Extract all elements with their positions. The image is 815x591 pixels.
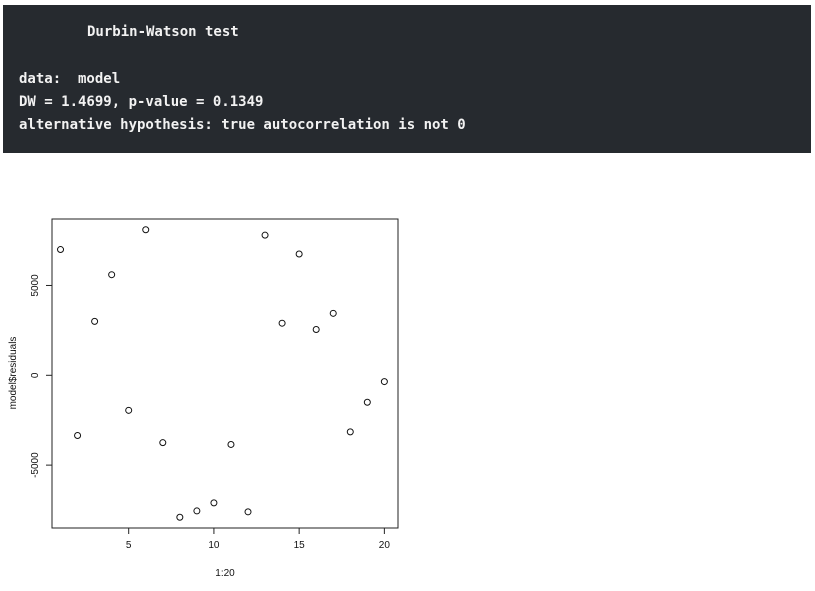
data-point (261, 231, 269, 239)
statistic-line: DW = 1.4699, p-value = 0.1349 (19, 94, 264, 110)
x-tick-label: 10 (208, 540, 220, 551)
data-point (142, 226, 150, 234)
data-point (312, 325, 320, 333)
x-axis: 5 10 15 20 (126, 527, 391, 551)
y-axis: -5000 0 5000 (30, 274, 53, 478)
data-point (380, 378, 388, 386)
data-point (210, 499, 218, 507)
data-point (227, 440, 235, 448)
y-axis-label: model$residuals (8, 337, 19, 410)
data-point (295, 250, 303, 258)
y-tick-label: 0 (30, 372, 41, 378)
data-point (193, 507, 201, 515)
data-point (176, 513, 184, 521)
data-point (244, 508, 252, 516)
y-tick-label: -5000 (30, 452, 41, 478)
x-tick-label: 5 (126, 540, 132, 551)
y-tick-label: 5000 (30, 274, 41, 297)
data-points (57, 226, 388, 521)
plot-frame (51, 218, 399, 529)
x-tick-label: 20 (379, 540, 391, 551)
test-title: Durbin-Watson test (87, 24, 239, 40)
residual-scatter-plot: 5 10 15 20 -5000 0 5000 1:20 model$residuals (8, 218, 399, 579)
console-output: Durbin-Watson test data: model DW = 1.46… (3, 5, 811, 153)
data-point (91, 317, 99, 325)
x-axis-label: 1:20 (215, 568, 235, 579)
data-point (363, 398, 371, 406)
data-point (329, 309, 337, 317)
alternative-hypothesis-line: alternative hypothesis: true autocorrela… (19, 117, 466, 133)
data-point (278, 319, 286, 327)
data-point (125, 406, 133, 414)
x-tick-label: 15 (294, 540, 306, 551)
data-point (57, 246, 65, 254)
data-line: data: model (19, 71, 121, 87)
data-point (74, 431, 82, 439)
data-point (108, 271, 116, 279)
data-point (346, 428, 354, 436)
data-point (159, 439, 167, 447)
